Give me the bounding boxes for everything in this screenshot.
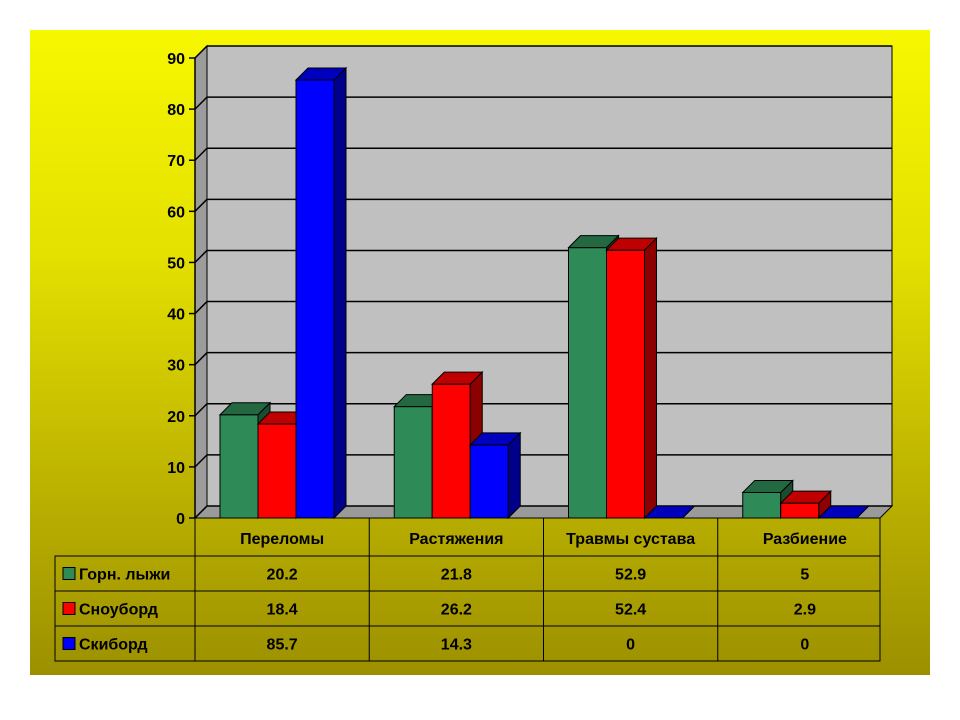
bar-front (742, 491, 782, 519)
data-table-value: 0 (626, 637, 635, 654)
legend-label: Сноуборд (79, 602, 158, 619)
y-tick-label: 10 (167, 460, 185, 477)
y-tick-label: 20 (167, 409, 185, 426)
bar-top (779, 490, 832, 504)
slide-background: 0 10 20 30 40 50 60 70 80 90 Переломы Растяжения Тра… (30, 30, 930, 675)
legend-label: Скиборд (79, 637, 148, 654)
bar-top (741, 479, 794, 493)
legend-swatch (62, 602, 76, 615)
bar-3-1 (294, 66, 348, 520)
bar-top (218, 402, 272, 416)
bar-top (431, 371, 484, 385)
bar-side (644, 236, 657, 520)
gridline-side (194, 352, 208, 366)
gridline-side (194, 147, 208, 161)
y-tick-label: 0 (176, 511, 185, 528)
bar-3-2 (469, 431, 522, 520)
y-tick-label: 50 (167, 255, 185, 272)
data-table-value: 26.2 (441, 602, 472, 619)
gridline-side (194, 403, 208, 417)
gridline-side (194, 96, 208, 110)
data-table-value: 21.8 (441, 567, 472, 584)
y-tick-label: 30 (167, 358, 185, 375)
bar-front (469, 444, 509, 519)
bar-front (568, 247, 607, 519)
y-tick-label: 40 (167, 307, 185, 324)
x-category-label: Растяжения (409, 531, 503, 548)
data-table-value: 18.4 (267, 602, 298, 619)
data-table-value: 14.3 (441, 637, 472, 654)
data-table-value: 5 (800, 567, 809, 584)
data-table-value: 52.4 (615, 602, 646, 619)
gridline-side (194, 249, 208, 263)
legend-label: Горн. лыжи (79, 567, 170, 584)
legend-swatch (62, 637, 76, 650)
bar-front (257, 423, 297, 519)
bar-top (469, 432, 522, 446)
gridline-side (194, 45, 208, 59)
bar-front (780, 502, 820, 519)
plot-side-wall (194, 44, 208, 520)
data-table-value: 85.7 (267, 637, 298, 654)
y-tick-label: 60 (167, 204, 185, 221)
bar-top (605, 237, 658, 251)
gridline-side (194, 301, 208, 315)
x-category-label: Переломы (240, 531, 324, 548)
legend-swatch (62, 567, 76, 580)
gridline-side (194, 198, 208, 212)
bar-2-3 (605, 236, 658, 520)
bar-front (431, 383, 471, 519)
bar-front (219, 414, 259, 519)
bar-front (295, 79, 335, 519)
bar-front (606, 249, 645, 519)
bar-side (333, 66, 347, 520)
bar-side (507, 431, 521, 520)
data-table-value: 52.9 (615, 567, 646, 584)
data-table-value: 20.2 (267, 567, 298, 584)
data-table-value: 0 (800, 637, 809, 654)
gridline-side (194, 454, 208, 468)
y-tick-label: 70 (167, 153, 185, 170)
x-category-label: Травмы сустава (566, 531, 695, 548)
x-category-label: Разбиение (763, 531, 847, 548)
bar-front (393, 406, 433, 519)
bar-top (567, 235, 620, 249)
bar-top (294, 67, 348, 81)
y-tick-label: 80 (167, 102, 185, 119)
data-table-value: 2.9 (794, 602, 816, 619)
gridline-side (194, 505, 208, 519)
y-tick-label: 90 (167, 51, 185, 68)
